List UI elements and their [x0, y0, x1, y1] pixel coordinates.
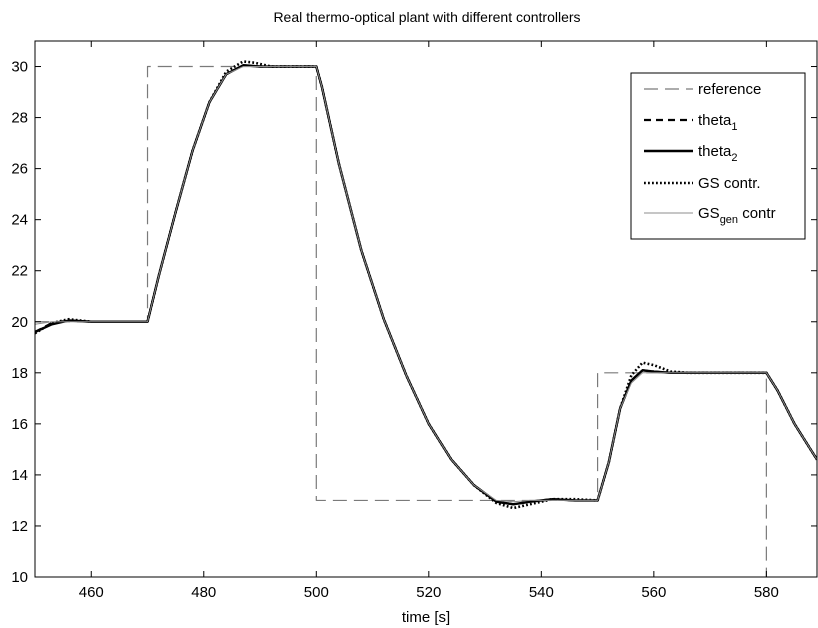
x-tick-label: 560	[641, 584, 666, 601]
y-tick-label: 16	[11, 416, 28, 433]
y-tick-label: 24	[11, 212, 28, 229]
axes-box	[34, 40, 818, 578]
legend-label: theta1	[698, 112, 738, 133]
legend: reference theta1 theta2 GS contr. GSgen cont…	[630, 72, 806, 240]
legend-label: GSgen contr	[698, 205, 776, 226]
y-tick-label: 12	[11, 518, 28, 535]
legend-label: reference	[698, 81, 761, 98]
x-tick-label: 500	[304, 584, 329, 601]
x-tick-label: 480	[191, 584, 216, 601]
x-axis-label: time [s]	[402, 609, 450, 626]
y-tick-label: 18	[11, 365, 28, 382]
legend-box	[630, 72, 806, 240]
x-tick-label: 580	[754, 584, 779, 601]
x-tick-label: 520	[416, 584, 441, 601]
legend-label: theta2	[698, 143, 738, 164]
x-tick-label: 460	[79, 584, 104, 601]
y-tick-label: 22	[11, 263, 28, 280]
y-tick-label: 20	[11, 314, 28, 331]
chart-title: Real thermo-optical plant with different…	[273, 9, 580, 25]
y-tick-label: 30	[11, 59, 28, 76]
series-line-gsgen-contr	[35, 66, 817, 503]
legend-label: GS contr.	[698, 175, 761, 192]
axes: 460 480 500 520 540 560 580 10 12 14 16 18 20 22 24 26 2…	[11, 40, 818, 601]
y-tick-label: 10	[11, 569, 28, 586]
plot-area	[35, 60, 817, 577]
x-tick-label: 540	[529, 584, 554, 601]
y-tick-label: 28	[11, 110, 28, 127]
y-tick-label: 14	[11, 467, 28, 484]
y-tick-label: 26	[11, 161, 28, 178]
